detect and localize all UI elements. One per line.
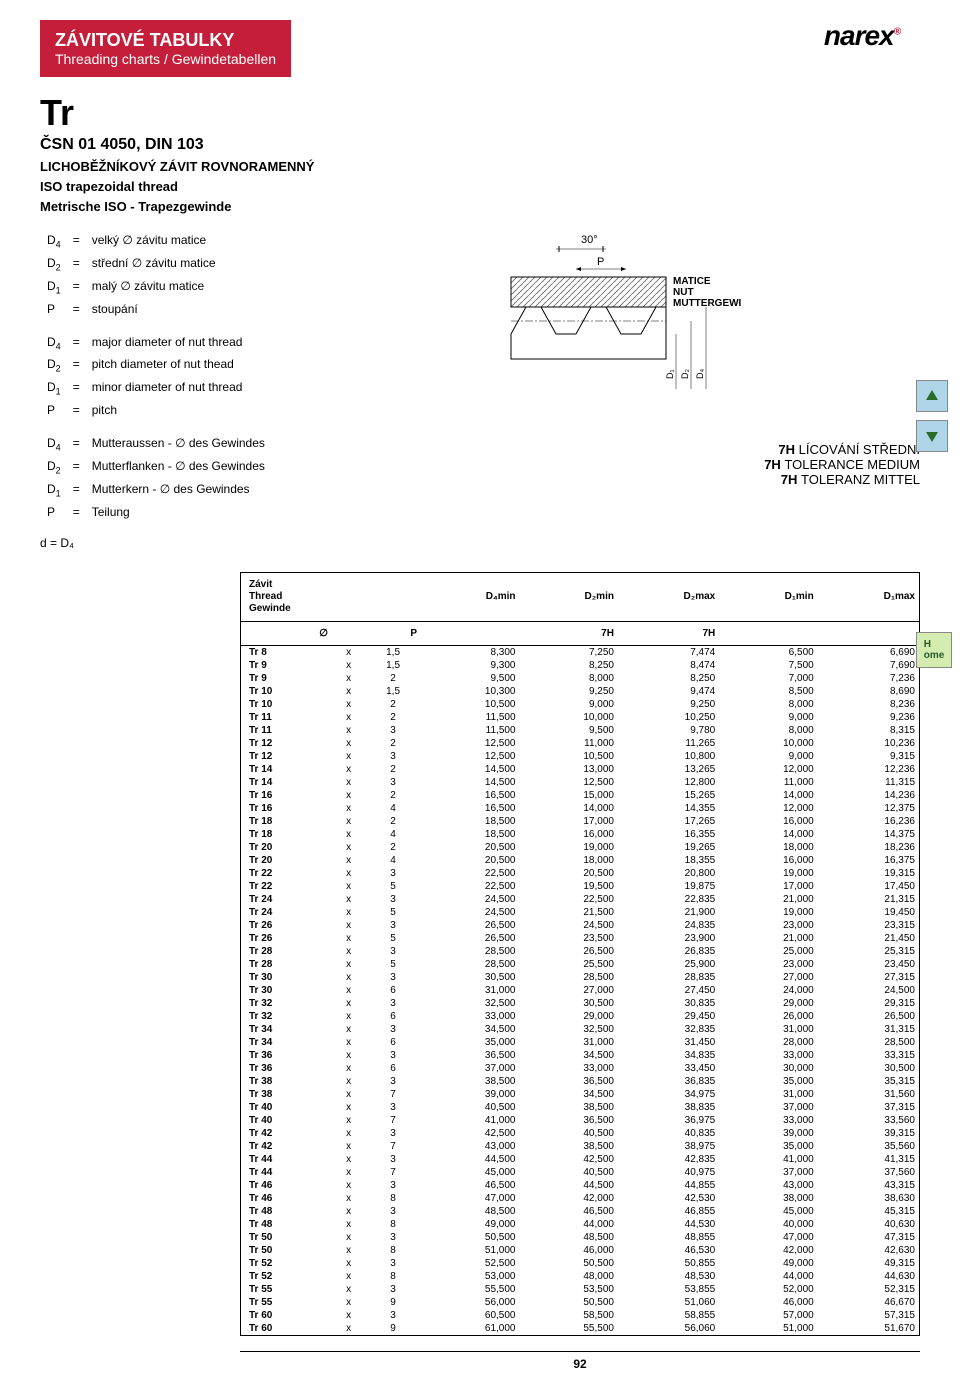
desc-de: Metrische ISO - Trapezgewinde (40, 199, 920, 214)
table-row: Tr 38x338,50036,50036,83535,00035,315 (241, 1075, 920, 1088)
tol-en: TOLERANCE MEDIUM (784, 457, 920, 472)
table-row: Tr 46x847,00042,00042,53038,00038,630 (241, 1192, 920, 1205)
page-number: 92 (240, 1351, 920, 1371)
sub-7h-1: 7H (520, 621, 618, 645)
table-row: Tr 60x360,50058,50058,85557,00057,315 (241, 1309, 920, 1322)
pitch-label: P (597, 256, 604, 268)
table-row: Tr 18x218,50017,00017,26516,00016,236 (241, 815, 920, 828)
sub-7h-2: 7H (618, 621, 719, 645)
thread-type-block: Tr ČSN 01 4050, DIN 103 LICHOBĚŽNÍKOVÝ Z… (40, 92, 920, 214)
table-row: Tr 42x743,00038,50038,97535,00035,560 (241, 1140, 920, 1153)
table-row: Tr 28x528,50025,50025,90023,00023,450 (241, 958, 920, 971)
table-row: Tr 16x416,50014,00014,35512,00012,375 (241, 802, 920, 815)
table-row: Tr 52x352,50050,50050,85549,00049,315 (241, 1257, 920, 1270)
sub-p: P (365, 621, 421, 645)
page-header: ZÁVITOVÉ TABULKY Threading charts / Gewi… (40, 20, 291, 77)
sub-s1 (421, 621, 519, 645)
sub-s2 (719, 621, 817, 645)
definitions-block: D4=velký ∅ závitu maticeD2=střední ∅ záv… (40, 229, 272, 552)
matice-label: MATICE (673, 276, 711, 287)
sub-dia: ∅ (241, 621, 332, 645)
table-row: Tr 32x332,50030,50030,83529,00029,315 (241, 997, 920, 1010)
table-row: Tr 50x851,00046,00046,53042,00042,630 (241, 1244, 920, 1257)
header-title-1: ZÁVITOVÉ TABULKY (55, 30, 276, 51)
col-d4min: D₄min (421, 572, 519, 621)
thread-diagram: 30° P MATICE NUT MUTTE (302, 229, 920, 552)
table-row: Tr 26x526,50023,50023,90021,00021,450 (241, 932, 920, 945)
table-row: Tr 28x328,50026,50026,83525,00025,315 (241, 945, 920, 958)
side-nav: Home (916, 380, 952, 668)
table-row: Tr 22x522,50019,50019,87517,00017,450 (241, 880, 920, 893)
header-title-2: Threading charts / Gewindetabellen (55, 51, 276, 67)
home-button[interactable]: Home (916, 632, 952, 668)
nav-down-button[interactable] (916, 420, 948, 452)
table-row: Tr 42x342,50040,50040,83539,00039,315 (241, 1127, 920, 1140)
table-row: Tr 18x418,50016,00016,35514,00014,375 (241, 828, 920, 841)
table-row: Tr 55x355,50053,50053,85552,00052,315 (241, 1283, 920, 1296)
table-row: Tr 34x635,00031,00031,45028,00028,500 (241, 1036, 920, 1049)
thread-data-table: ZávitThreadGewinde D₄min D₂min D₂max D₁m… (240, 572, 920, 1336)
nut-label: NUT (673, 287, 694, 298)
table-row: Tr 10x1,510,3009,2509,4748,5008,690 (241, 685, 920, 698)
nav-up-button[interactable] (916, 380, 948, 412)
table-row: Tr 10x210,5009,0009,2508,0008,236 (241, 698, 920, 711)
table-row: Tr 14x214,50013,00013,26512,00012,236 (241, 763, 920, 776)
table-row: Tr 20x220,50019,00019,26518,00018,236 (241, 841, 920, 854)
table-row: Tr 9x1,59,3008,2508,4747,5007,690 (241, 659, 920, 672)
table-row: Tr 60x961,00055,50056,06051,00051,670 (241, 1322, 920, 1336)
dim-d1: D₁ (665, 369, 675, 379)
table-row: Tr 36x336,50034,50034,83533,00033,315 (241, 1049, 920, 1062)
table-row: Tr 44x745,00040,50040,97537,00037,560 (241, 1166, 920, 1179)
col-d1min: D₁min (719, 572, 817, 621)
table-row: Tr 38x739,00034,50034,97531,00031,560 (241, 1088, 920, 1101)
tr-symbol: Tr (40, 92, 920, 134)
dim-d4: D₄ (695, 369, 705, 379)
col-d2min: D₂min (520, 572, 618, 621)
table-row: Tr 40x741,00036,50036,97533,00033,560 (241, 1114, 920, 1127)
angle-label: 30° (581, 234, 598, 246)
standard-label: ČSN 01 4050, DIN 103 (40, 136, 920, 154)
table-row: Tr 36x637,00033,00033,45030,00030,500 (241, 1062, 920, 1075)
table-row: Tr 50x350,50048,50048,85547,00047,315 (241, 1231, 920, 1244)
table-row: Tr 32x633,00029,00029,45026,00026,500 (241, 1010, 920, 1023)
sub-blank (332, 621, 365, 645)
table-row: Tr 24x524,50021,50021,90019,00019,450 (241, 906, 920, 919)
table-row: Tr 52x853,00048,00048,53044,00044,630 (241, 1270, 920, 1283)
table-row: Tr 30x631,00027,00027,45024,00024,500 (241, 984, 920, 997)
table-row: Tr 8x1,58,3007,2507,4746,5006,690 (241, 645, 920, 659)
table-row: Tr 40x340,50038,50038,83537,00037,315 (241, 1101, 920, 1114)
table-row: Tr 11x311,5009,5009,7808,0008,315 (241, 724, 920, 737)
table-row: Tr 46x346,50044,50044,85543,00043,315 (241, 1179, 920, 1192)
table-row: Tr 20x420,50018,00018,35516,00016,375 (241, 854, 920, 867)
tolerance-block: 7H LÍCOVÁNÍ STŘEDNÍ 7H TOLERANCE MEDIUM … (302, 442, 920, 487)
table-row: Tr 34x334,50032,50032,83531,00031,315 (241, 1023, 920, 1036)
table-row: Tr 14x314,50012,50012,80011,00011,315 (241, 776, 920, 789)
sub-s3 (818, 621, 920, 645)
table-row: Tr 9x29,5008,0008,2507,0007,236 (241, 672, 920, 685)
table-row: Tr 16x216,50015,00015,26514,00014,236 (241, 789, 920, 802)
desc-cz: LICHOBĚŽNÍKOVÝ ZÁVIT ROVNORAMENNÝ (40, 159, 920, 174)
table-row: Tr 24x324,50022,50022,83521,00021,315 (241, 893, 920, 906)
table-row: Tr 26x326,50024,50024,83523,00023,315 (241, 919, 920, 932)
col-d1max: D₁max (818, 572, 920, 621)
logo: narex® (824, 20, 900, 52)
tol-cz: LÍCOVÁNÍ STŘEDNÍ (799, 442, 920, 457)
table-row: Tr 44x344,50042,50042,83541,00041,315 (241, 1153, 920, 1166)
dim-d2: D₂ (680, 369, 690, 379)
col-d2max: D₂max (618, 572, 719, 621)
mutter-label: MUTTERGEWINDE (673, 298, 741, 309)
table-row: Tr 12x212,50011,00011,26510,00010,236 (241, 737, 920, 750)
table-row: Tr 22x322,50020,50020,80019,00019,315 (241, 867, 920, 880)
table-row: Tr 11x211,50010,00010,2509,0009,236 (241, 711, 920, 724)
desc-en: ISO trapezoidal thread (40, 179, 920, 194)
col-thread: ZávitThreadGewinde (241, 572, 422, 621)
table-row: Tr 12x312,50010,50010,8009,0009,315 (241, 750, 920, 763)
def-d-eq-d4: d = D₄ (40, 534, 272, 552)
table-row: Tr 55x956,00050,50051,06046,00046,670 (241, 1296, 920, 1309)
table-row: Tr 48x849,00044,00044,53040,00040,630 (241, 1218, 920, 1231)
table-row: Tr 48x348,50046,50046,85545,00045,315 (241, 1205, 920, 1218)
tol-de: TOLERANZ MITTEL (801, 472, 920, 487)
table-row: Tr 30x330,50028,50028,83527,00027,315 (241, 971, 920, 984)
